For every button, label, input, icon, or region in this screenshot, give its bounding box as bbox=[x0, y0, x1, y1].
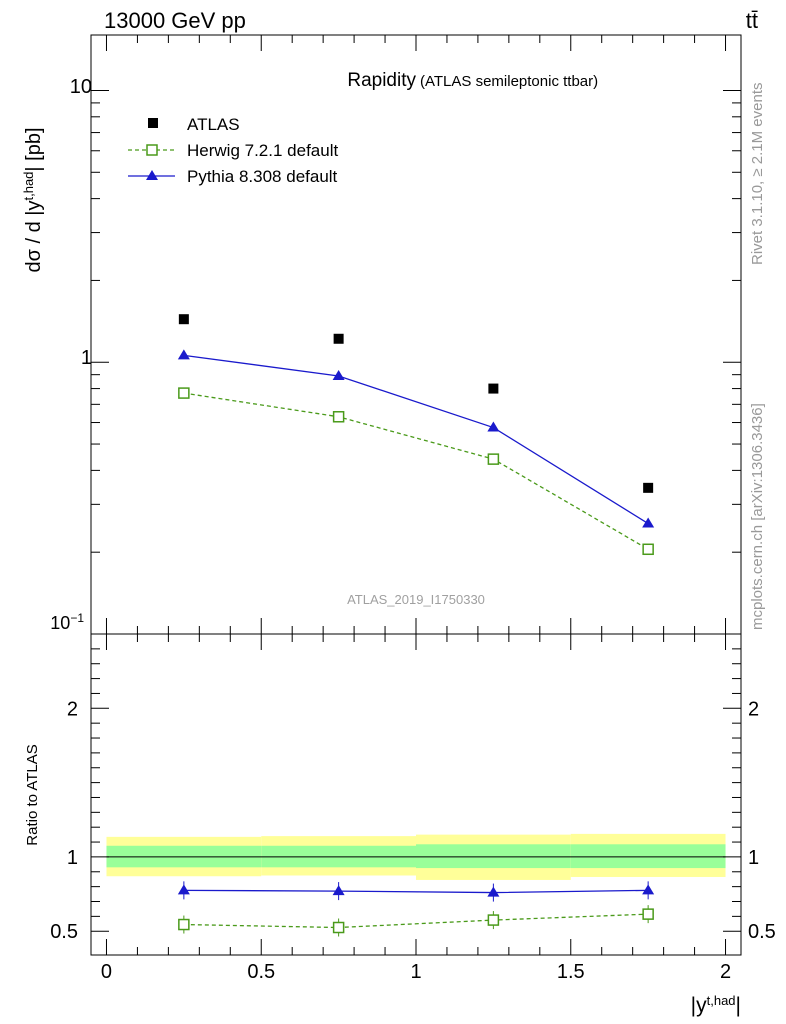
x-tick-label: 2 bbox=[720, 961, 731, 983]
rivet-label: Rivet 3.1.10, ≥ 2.1M events bbox=[749, 83, 766, 266]
x-axis-label: |yt,had| bbox=[691, 993, 741, 1018]
data-point-atlas bbox=[643, 482, 654, 493]
data-point-pythia bbox=[332, 369, 345, 380]
legend-label-atlas: ATLAS bbox=[187, 115, 240, 134]
data-point-herwig bbox=[178, 387, 190, 399]
ratio-point-herwig bbox=[332, 921, 345, 934]
x-tick-label: 1 bbox=[410, 961, 421, 983]
analysis-label: ATLAS_2019_I1750330 bbox=[347, 592, 485, 607]
data-point-atlas bbox=[333, 333, 344, 344]
data-point-atlas bbox=[178, 314, 189, 325]
data-point-pythia bbox=[487, 421, 500, 432]
ratio-point-herwig bbox=[178, 918, 190, 931]
y-tick-label: 1 bbox=[81, 347, 92, 369]
legend-marker-atlas bbox=[148, 118, 158, 128]
legend-label-pythia: Pythia 8.308 default bbox=[187, 167, 338, 186]
data-point-atlas bbox=[488, 383, 499, 394]
ratio-panel: 0.5 0.5 1 1 2 2 0 0.5 1 1.5 2 Ratio to ATLAS |yt,… bbox=[24, 633, 776, 1018]
uncertainty-band-inner bbox=[570, 844, 726, 869]
legend: ATLAS Herwig 7.2.1 default Pythia 8.308 … bbox=[128, 115, 338, 186]
ratio-y-label: Ratio to ATLAS bbox=[24, 744, 41, 845]
data-point-herwig bbox=[642, 543, 654, 556]
ratio-y-tick-label: 0.5 bbox=[50, 921, 78, 943]
legend-marker-pythia bbox=[146, 170, 158, 180]
chart-subtitle: (ATLAS semileptonic ttbar) bbox=[420, 73, 598, 90]
ratio-point-pythia bbox=[642, 884, 655, 895]
ratio-y-tick-label: 1 bbox=[67, 847, 78, 869]
mcplots-label: mcplots.cern.ch [arXiv:1306.3436] bbox=[749, 403, 766, 630]
header-right: tt̄ bbox=[746, 8, 758, 33]
ratio-y-ticks: 0.5 0.5 1 1 2 2 bbox=[50, 633, 776, 943]
legend-marker-herwig bbox=[146, 144, 158, 156]
ratio-point-pythia bbox=[487, 886, 500, 897]
ratio-x-ticks: 0 0.5 1 1.5 2 bbox=[101, 634, 731, 983]
data-point-pythia bbox=[642, 517, 655, 528]
main-plot-content bbox=[177, 314, 655, 556]
y-axis-label: dσ / d |yt,had| [pb] bbox=[21, 127, 46, 272]
data-point-herwig bbox=[487, 453, 500, 465]
ratio-line-pythia bbox=[183, 889, 649, 894]
header-left: 13000 GeV pp bbox=[104, 8, 246, 33]
ratio-y-tick-label: 0.5 bbox=[748, 921, 776, 943]
main-x-ticks bbox=[105, 35, 727, 634]
ratio-y-tick-label: 2 bbox=[67, 698, 78, 720]
ratio-plot-content bbox=[106, 833, 726, 937]
data-point-herwig bbox=[332, 411, 345, 423]
ratio-point-herwig bbox=[642, 908, 654, 920]
main-panel: Rapidity (ATLAS semileptonic ttbar) ATLA… bbox=[21, 34, 742, 635]
ratio-point-pythia bbox=[177, 884, 190, 895]
series-line-pythia bbox=[183, 354, 649, 525]
x-tick-label: 1.5 bbox=[557, 961, 585, 983]
x-tick-label: 0 bbox=[101, 961, 112, 983]
ratio-point-pythia bbox=[332, 885, 345, 896]
y-tick-label: 10−1 bbox=[50, 611, 84, 633]
ratio-y-tick-label: 2 bbox=[748, 698, 759, 720]
series-line-herwig bbox=[183, 392, 649, 550]
ratio-frame bbox=[90, 633, 742, 956]
ratio-y-tick-label: 1 bbox=[748, 847, 759, 869]
ratio-point-herwig bbox=[487, 914, 500, 926]
ratio-line-herwig bbox=[183, 913, 649, 929]
data-point-pythia bbox=[177, 349, 190, 360]
y-tick-label: 10 bbox=[70, 76, 92, 98]
legend-label-herwig: Herwig 7.2.1 default bbox=[187, 141, 338, 160]
x-tick-label: 0.5 bbox=[247, 961, 275, 983]
uncertainty-band-inner bbox=[416, 844, 571, 869]
chart-title: Rapidity bbox=[347, 70, 416, 91]
